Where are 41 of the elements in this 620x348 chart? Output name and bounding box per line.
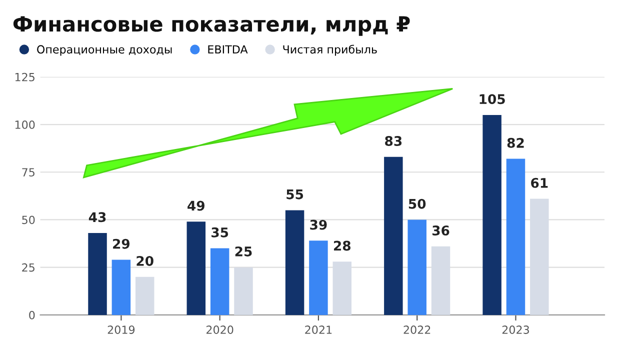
data-label: 29 — [113, 238, 130, 249]
data-label: 20 — [136, 256, 154, 266]
y-tick-label: 50 — [22, 216, 35, 224]
data-label: 50 — [408, 198, 426, 209]
data-label: 49 — [188, 200, 204, 211]
chart-title: Финансовые показатели, млрд ₽ — [13, 16, 410, 36]
x-tick-label: 2022 — [404, 326, 430, 334]
bar — [408, 220, 426, 315]
data-label: 43 — [88, 212, 106, 222]
data-label: 55 — [286, 190, 304, 200]
bar — [135, 276, 154, 315]
bar — [482, 114, 502, 315]
bar — [506, 158, 526, 315]
data-label: 83 — [385, 136, 402, 146]
legend-label: EBITDA — [208, 45, 248, 54]
y-tick-label: 125 — [15, 72, 34, 82]
bar — [88, 233, 107, 315]
bar — [112, 260, 131, 315]
data-label: 61 — [531, 178, 548, 188]
y-tick-label: 75 — [22, 168, 34, 176]
data-label: 82 — [507, 138, 524, 148]
data-label: 36 — [432, 226, 450, 236]
x-tick-label: 2019 — [108, 326, 135, 334]
legend-label: Операционные доходы — [37, 45, 172, 56]
legend-label: Чистая прибыль — [283, 44, 377, 56]
y-tick-label: 0 — [29, 310, 35, 320]
y-tick-label: 25 — [22, 263, 34, 272]
bar — [384, 156, 403, 315]
data-label: 39 — [310, 220, 327, 230]
data-label: 25 — [235, 246, 252, 256]
data-label: 35 — [212, 227, 228, 238]
bar — [309, 240, 328, 315]
data-label: 28 — [334, 240, 350, 251]
x-tick-label: 2023 — [502, 326, 529, 334]
y-tick-label: 100 — [15, 120, 35, 129]
bar — [285, 210, 304, 315]
x-tick-label: 2021 — [305, 326, 332, 334]
bar — [186, 222, 206, 315]
bar — [210, 248, 230, 315]
x-tick-label: 2020 — [206, 326, 234, 334]
data-label: 105 — [480, 94, 505, 104]
